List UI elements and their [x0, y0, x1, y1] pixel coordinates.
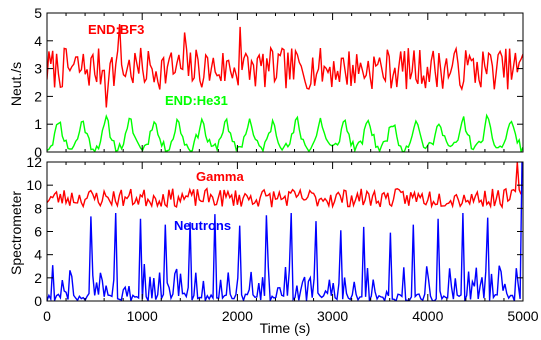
y-tick-label: 4 — [34, 247, 42, 263]
series-line-gamma — [47, 162, 521, 207]
series-line-end-he31 — [47, 116, 523, 153]
series-label-neutrons: Neutrons — [174, 218, 231, 233]
y-tick-label: 8 — [34, 200, 42, 216]
y-tick-label: 2 — [34, 88, 42, 104]
x-tick-label: 4000 — [412, 308, 443, 324]
top-y-axis-title: Neut./s — [8, 62, 24, 106]
series-label-bf3: END:BF3 — [88, 22, 144, 37]
y-tick-label: 4 — [34, 33, 42, 49]
bottom-panel: 0 2 4 6 8 10 12 0 1000 2000 3000 4000 5000 — [26, 154, 538, 324]
y-tick-label: 2 — [34, 270, 42, 286]
y-tick-label: 1 — [34, 116, 42, 132]
x-tick-label: 3000 — [317, 308, 348, 324]
series-label-he31: END:He31 — [165, 93, 228, 108]
y-tick-label: 6 — [34, 224, 42, 240]
bottom-y-axis-title: Spectrometer — [8, 191, 24, 275]
y-tick-label: 0 — [34, 293, 42, 309]
series-label-gamma: Gamma — [196, 169, 244, 184]
x-tick-label: 1000 — [127, 308, 158, 324]
y-tick-label: 5 — [34, 5, 42, 21]
x-axis-title: Time (s) — [260, 320, 311, 336]
y-tick-label: 12 — [26, 154, 42, 170]
x-tick-label: 0 — [43, 308, 51, 324]
x-tick-label: 2000 — [222, 308, 253, 324]
x-tick-label: 5000 — [507, 308, 538, 324]
y-tick-label: 3 — [34, 61, 42, 77]
series-line-neutrons — [47, 162, 522, 301]
y-tick-label: 10 — [26, 177, 42, 193]
